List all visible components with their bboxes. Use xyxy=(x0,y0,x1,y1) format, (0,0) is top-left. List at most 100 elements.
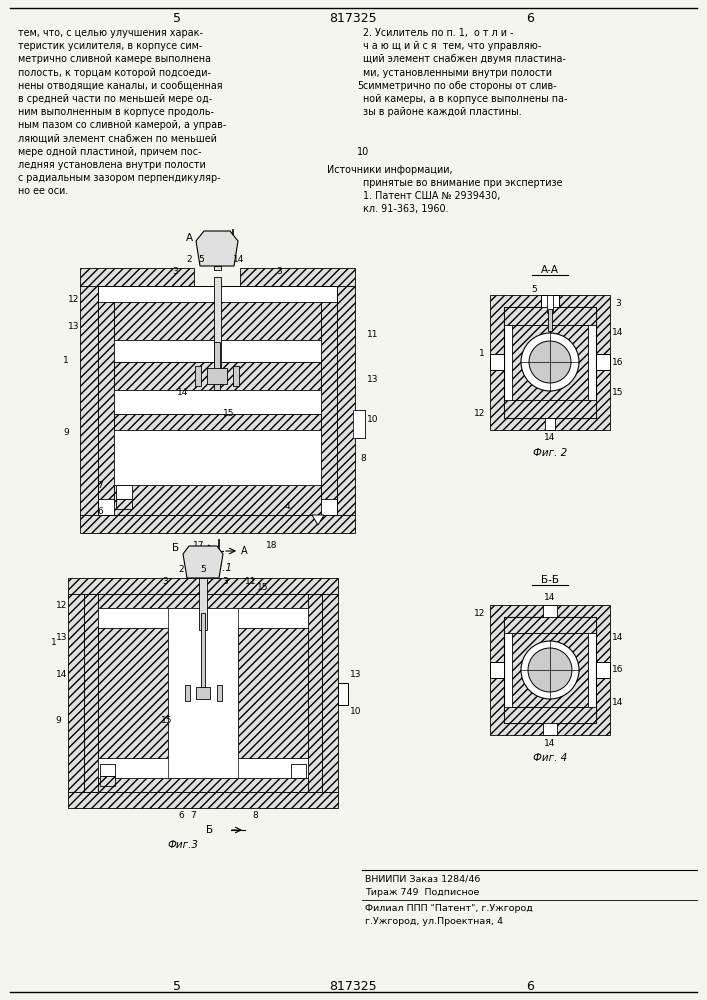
Bar xyxy=(98,594,308,608)
Text: 3: 3 xyxy=(172,267,178,276)
Bar xyxy=(68,594,84,792)
Bar xyxy=(114,302,321,340)
Polygon shape xyxy=(196,231,238,266)
Bar xyxy=(98,608,308,778)
Bar xyxy=(84,594,98,792)
Bar xyxy=(214,266,221,270)
Bar xyxy=(114,390,321,414)
Bar xyxy=(84,594,322,792)
Text: 14: 14 xyxy=(177,388,189,397)
Bar xyxy=(490,295,610,430)
Bar xyxy=(504,307,596,418)
Text: 10: 10 xyxy=(357,147,369,157)
Bar xyxy=(504,400,596,418)
Text: 18: 18 xyxy=(267,541,278,550)
Text: A: A xyxy=(186,233,193,243)
Bar xyxy=(543,605,557,619)
Bar xyxy=(80,515,355,533)
Text: 14: 14 xyxy=(612,698,624,707)
Text: ч а ю щ и й с я  тем, что управляю-: ч а ю щ и й с я тем, что управляю- xyxy=(363,41,542,51)
Text: 2: 2 xyxy=(186,255,192,264)
Text: 5: 5 xyxy=(198,255,204,264)
Bar xyxy=(504,307,596,325)
Text: 1. Патент США № 2939430,: 1. Патент США № 2939430, xyxy=(363,191,501,201)
Text: 13: 13 xyxy=(367,375,379,384)
Text: 14: 14 xyxy=(57,670,68,679)
Text: ним выполненным в корпусе продоль-: ним выполненным в корпусе продоль- xyxy=(18,107,214,117)
Text: 14: 14 xyxy=(544,434,556,442)
Text: 14: 14 xyxy=(612,633,624,642)
Bar xyxy=(100,776,115,786)
Text: Филиал ППП "Патент", г.Ужгород: Филиал ППП "Патент", г.Ужгород xyxy=(365,904,533,913)
Text: A: A xyxy=(241,546,247,556)
Bar xyxy=(98,286,337,515)
Text: Фиг.1: Фиг.1 xyxy=(201,563,233,573)
Bar xyxy=(504,617,596,633)
Text: щий элемент снабжен двумя пластина-: щий элемент снабжен двумя пластина- xyxy=(363,54,566,64)
Text: 16: 16 xyxy=(612,666,624,674)
Bar xyxy=(68,578,338,594)
Text: ной камеры, а в корпусе выполнены па-: ной камеры, а в корпусе выполнены па- xyxy=(363,94,568,104)
Text: Б: Б xyxy=(172,543,179,553)
Text: зы в районе каждой пластины.: зы в районе каждой пластины. xyxy=(363,107,522,117)
Bar xyxy=(548,309,552,331)
Polygon shape xyxy=(183,546,223,578)
Bar xyxy=(116,499,132,509)
Text: 12: 12 xyxy=(474,608,486,617)
Text: г.Ужгород, ул.Проектная, 4: г.Ужгород, ул.Проектная, 4 xyxy=(365,917,503,926)
Text: 13: 13 xyxy=(57,633,68,642)
Bar xyxy=(545,418,555,430)
Text: ляющий элемент снабжен по меньшей: ляющий элемент снабжен по меньшей xyxy=(18,134,217,144)
Text: Тираж 749  Подписное: Тираж 749 Подписное xyxy=(365,888,479,897)
Bar xyxy=(98,628,168,758)
Text: Б: Б xyxy=(206,825,213,835)
Bar xyxy=(196,687,210,699)
Text: нены отводящие каналы, и сообщенная: нены отводящие каналы, и сообщенная xyxy=(18,81,223,91)
Text: 10: 10 xyxy=(367,415,379,424)
Text: 14: 14 xyxy=(544,592,556,601)
Bar xyxy=(114,362,321,390)
Bar xyxy=(201,613,205,698)
Text: метрично сливной камере выполнена: метрично сливной камере выполнена xyxy=(18,54,211,64)
Text: 5: 5 xyxy=(531,284,537,294)
Text: ным пазом со сливной камерой, а управ-: ным пазом со сливной камерой, а управ- xyxy=(18,120,226,130)
Bar xyxy=(490,605,610,735)
Polygon shape xyxy=(312,515,324,525)
Text: 15: 15 xyxy=(223,409,235,418)
Text: принятые во внимание при экспертизе: принятые во внимание при экспертизе xyxy=(363,178,563,188)
Text: 7: 7 xyxy=(97,481,103,490)
Text: 7: 7 xyxy=(190,812,196,820)
Text: 5: 5 xyxy=(200,566,206,574)
Bar xyxy=(321,302,337,499)
Text: 3: 3 xyxy=(222,578,228,586)
Text: 3: 3 xyxy=(615,298,621,308)
Text: 9: 9 xyxy=(55,716,61,725)
Text: 2. Усилитель по п. 1,  о т л и -: 2. Усилитель по п. 1, о т л и - xyxy=(363,28,513,38)
Text: 15: 15 xyxy=(612,388,624,397)
Circle shape xyxy=(521,641,579,699)
Text: с радиальным зазором перпендикуляр-: с радиальным зазором перпендикуляр- xyxy=(18,173,221,183)
Bar xyxy=(504,707,596,723)
Text: но ее оси.: но ее оси. xyxy=(18,186,69,196)
Text: Фиг. 2: Фиг. 2 xyxy=(533,448,567,458)
Text: А-А: А-А xyxy=(541,265,559,275)
Bar xyxy=(233,366,239,386)
Text: 11: 11 xyxy=(367,330,379,339)
Bar xyxy=(596,354,610,370)
Bar xyxy=(207,368,227,384)
Text: ледняя установлена внутри полости: ледняя установлена внутри полости xyxy=(18,160,206,170)
Bar xyxy=(114,485,321,515)
Bar xyxy=(322,594,338,792)
Bar xyxy=(195,366,201,386)
Bar xyxy=(185,685,190,701)
Text: мере одной пластиной, причем пос-: мере одной пластиной, причем пос- xyxy=(18,147,201,157)
Text: 14: 14 xyxy=(612,328,624,337)
Text: 6: 6 xyxy=(178,812,184,820)
Text: 11: 11 xyxy=(245,578,257,586)
Text: Источники информации,: Источники информации, xyxy=(327,165,452,175)
Bar xyxy=(337,286,355,515)
Text: тем, что, с целью улучшения харак-: тем, что, с целью улучшения харак- xyxy=(18,28,203,38)
Bar xyxy=(596,662,610,678)
Text: 15: 15 xyxy=(161,716,173,725)
Text: 5: 5 xyxy=(357,81,363,91)
